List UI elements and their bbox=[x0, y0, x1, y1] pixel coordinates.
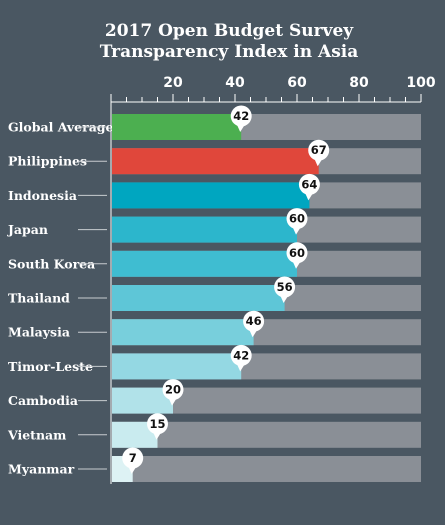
chart-title-line-2: Transparency Index in Asia bbox=[100, 42, 359, 62]
value-marker bbox=[286, 242, 308, 264]
x-tick-label: 40 bbox=[225, 75, 245, 91]
data-label: 15 bbox=[149, 417, 165, 431]
x-tick-label: 80 bbox=[349, 75, 369, 91]
bar-row: Indonesia 64 bbox=[8, 173, 421, 209]
value-marker bbox=[230, 344, 252, 366]
bar bbox=[112, 114, 242, 140]
category-label: Cambodia bbox=[8, 393, 78, 408]
value-marker bbox=[274, 276, 296, 298]
chart-title-line-1: 2017 Open Budget Survey bbox=[105, 21, 354, 41]
x-tick-label: 100 bbox=[406, 75, 435, 91]
bar bbox=[112, 319, 254, 346]
value-marker bbox=[230, 105, 252, 127]
bars: Global Average 42 Philippines 67 Indonesia 64… bbox=[7, 105, 421, 482]
bar bbox=[112, 148, 319, 175]
value-marker bbox=[298, 173, 320, 195]
bar-row: Japan 60 bbox=[7, 208, 421, 243]
bar-row: South Korea 60 bbox=[8, 242, 421, 277]
value-marker bbox=[162, 379, 184, 401]
bar-row: Global Average 42 bbox=[8, 105, 421, 140]
bar bbox=[112, 182, 310, 209]
bar-row: Vietnam 15 bbox=[7, 413, 421, 448]
value-marker bbox=[122, 447, 144, 469]
bar-row: Thailand 56 bbox=[8, 276, 421, 311]
data-label: 60 bbox=[289, 246, 305, 260]
data-label: 60 bbox=[289, 212, 305, 226]
category-label: South Korea bbox=[8, 256, 95, 271]
bar-row: Myanmar 7 bbox=[8, 447, 421, 482]
data-label: 67 bbox=[311, 143, 327, 157]
bar-row: Philippines 67 bbox=[8, 139, 421, 175]
x-axis: 20 40 60 80 100 bbox=[110, 75, 436, 484]
bar bbox=[112, 250, 297, 277]
bar bbox=[112, 216, 297, 243]
category-label: Thailand bbox=[8, 291, 70, 306]
x-tick-label: 20 bbox=[163, 75, 183, 91]
data-label: 7 bbox=[129, 451, 137, 465]
value-marker bbox=[147, 413, 168, 435]
category-label: Myanmar bbox=[8, 462, 75, 477]
bar-row: Timor-Leste 42 bbox=[8, 344, 421, 380]
category-label: Indonesia bbox=[8, 188, 77, 203]
data-label: 46 bbox=[246, 314, 262, 328]
bar bbox=[112, 285, 285, 311]
value-marker bbox=[308, 139, 330, 161]
category-label: Philippines bbox=[8, 154, 87, 169]
data-label: 42 bbox=[233, 109, 249, 123]
bar bbox=[112, 353, 242, 380]
category-label: Timor-Leste bbox=[8, 359, 93, 374]
x-tick-label: 60 bbox=[287, 75, 307, 91]
category-label: Japan bbox=[7, 222, 48, 237]
category-label: Malaysia bbox=[8, 325, 70, 340]
data-label: 42 bbox=[233, 348, 249, 362]
value-marker bbox=[243, 310, 265, 332]
value-marker bbox=[286, 208, 308, 230]
category-label: Vietnam bbox=[7, 427, 66, 442]
bar-track bbox=[112, 456, 421, 482]
data-label: 20 bbox=[165, 383, 181, 397]
data-label: 56 bbox=[277, 280, 293, 294]
category-label: Global Average bbox=[8, 120, 114, 135]
bar-row: Cambodia 20 bbox=[8, 379, 421, 414]
bar-row: Malaysia 46 bbox=[8, 310, 421, 346]
data-label: 64 bbox=[301, 177, 317, 191]
